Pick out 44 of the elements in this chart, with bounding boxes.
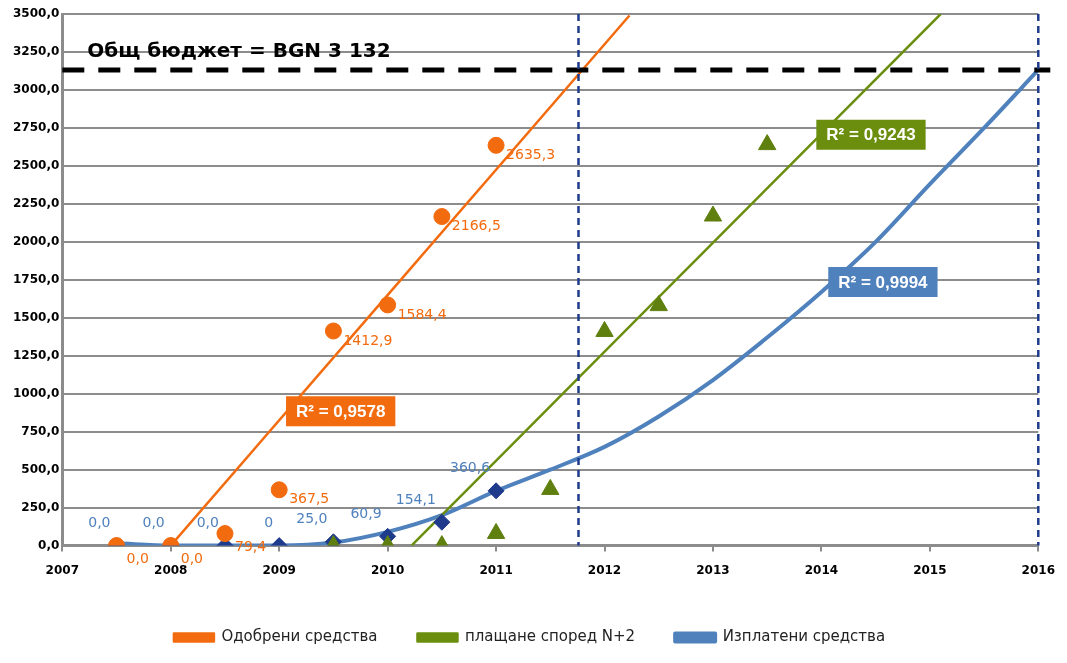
x-tick-label: 2011 [479, 562, 513, 577]
x-tick-label: 2013 [696, 562, 730, 577]
legend-label: Изплатени средства [722, 627, 886, 646]
x-tick-label: 2015 [913, 562, 947, 577]
y-tick-label: 500,0 [21, 461, 60, 476]
y-tick-label: 2500,0 [12, 158, 60, 173]
ref-line-label: Общ бюджет = BGN 3 132 [87, 38, 391, 63]
x-tick-label: 2010 [370, 562, 405, 577]
data-label: 60,9 [350, 504, 382, 521]
data-label: 0,0 [196, 514, 219, 531]
y-tick-label: 2000,0 [12, 233, 60, 248]
y-tick-label: 250,0 [21, 499, 60, 514]
y-tick-label: 750,0 [21, 423, 60, 438]
x-tick-label: 2012 [587, 562, 622, 577]
annotation: R² = 0,9994 [838, 272, 929, 292]
y-tick-label: 1500,0 [12, 309, 60, 324]
data-label: 79,4 [234, 538, 267, 555]
data-label: 1584,4 [397, 305, 447, 322]
x-tick-label: 2014 [804, 562, 839, 577]
data-label: 2166,5 [451, 217, 501, 234]
y-tick-label: 3000,0 [12, 82, 60, 97]
legend-label: Одобрени средства [221, 627, 378, 646]
x-tick-label: 2009 [262, 562, 296, 577]
annotation: R² = 0,9578 [296, 401, 386, 421]
y-tick-label: 2250,0 [12, 195, 60, 210]
data-label: 367,5 [289, 490, 330, 507]
y-tick-label: 2750,0 [12, 120, 60, 135]
y-tick-label: 3250,0 [12, 44, 60, 59]
x-tick-label: 2008 [154, 562, 188, 577]
y-tick-label: 3500,0 [12, 6, 60, 21]
y-tick-label: 0,0 [38, 537, 60, 552]
x-tick-label: 2016 [1021, 562, 1055, 577]
x-tick-label: 2007 [45, 562, 80, 577]
data-label: 0,0 [142, 514, 165, 531]
data-label: 0 [264, 514, 274, 531]
data-label: 0,0 [126, 550, 149, 567]
y-tick-label: 1750,0 [12, 271, 60, 286]
y-tick-label: 1000,0 [12, 385, 60, 400]
data-label: 154,1 [395, 490, 436, 507]
y-tick-label: 1250,0 [12, 347, 60, 362]
legend-label: плащане според N+2 [464, 627, 636, 646]
data-label: 0,0 [88, 514, 111, 531]
annotation: R² = 0,9243 [826, 125, 916, 145]
data-label: 25,0 [296, 510, 328, 527]
